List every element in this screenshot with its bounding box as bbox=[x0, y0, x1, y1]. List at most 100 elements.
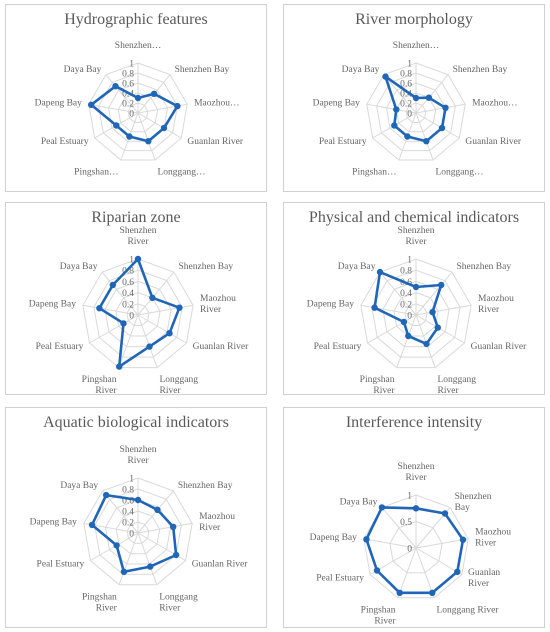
category-label: Peal Estuary bbox=[314, 342, 362, 352]
data-point bbox=[116, 363, 123, 370]
tick-label: 0.6 bbox=[122, 278, 134, 288]
radar-chart-interference: 0 0.5 1 Shenzhen River Shenzhen Bay Maozhou Rive… bbox=[310, 462, 512, 626]
data-point bbox=[438, 124, 446, 132]
grid-ring bbox=[115, 510, 161, 555]
tick-label: 0.2 bbox=[400, 300, 412, 310]
data-point bbox=[112, 83, 119, 90]
chart-panel-morphology: River morphology 0 0.2 0.4 0.6 0.8 1 Shenzhen…… bbox=[283, 4, 545, 192]
data-point bbox=[150, 90, 158, 98]
category-label: Shenzhen Bay bbox=[453, 65, 508, 75]
data-point bbox=[378, 504, 386, 511]
grid-ring bbox=[405, 102, 427, 123]
data-point bbox=[172, 551, 180, 559]
tick-label: 0 bbox=[407, 110, 412, 120]
data-point bbox=[147, 563, 154, 570]
grid-spoke bbox=[379, 271, 417, 316]
data-point bbox=[103, 491, 110, 499]
data-point bbox=[441, 510, 449, 517]
tick-label: 1 bbox=[407, 256, 412, 266]
grid-ring bbox=[382, 280, 450, 348]
grid-spoke bbox=[118, 532, 139, 585]
series-line bbox=[90, 493, 178, 574]
tick-label: 1 bbox=[129, 475, 134, 485]
chart-panel-physchem: Physical and chemical indicators 0 0.2 0.4… bbox=[283, 202, 545, 396]
data-point bbox=[96, 305, 103, 312]
category-label: Peal Estuary bbox=[319, 137, 367, 147]
tick-label: 0 bbox=[129, 530, 134, 540]
grid-spoke bbox=[137, 532, 158, 585]
chart-title: River morphology bbox=[355, 11, 473, 28]
category-label: Pingshan… bbox=[352, 168, 396, 178]
category-label: Peal Estuary bbox=[37, 560, 85, 570]
chart-title: Hydrographic features bbox=[64, 11, 208, 28]
category-label: Shenzhen Bay bbox=[455, 492, 492, 513]
category-label: Maozhou River bbox=[478, 294, 514, 315]
data-point bbox=[459, 536, 467, 543]
grid-spoke bbox=[82, 304, 139, 316]
data-point bbox=[126, 133, 133, 140]
category-label: Shenzhen… bbox=[393, 41, 439, 51]
grid-spoke bbox=[415, 103, 466, 114]
data-point bbox=[363, 536, 370, 543]
grid-spoke bbox=[366, 103, 417, 114]
grid-ring bbox=[389, 520, 443, 574]
grid-spoke bbox=[102, 490, 139, 534]
category-label: Pingshan River bbox=[82, 375, 118, 396]
category-label: Shenzhen Bay bbox=[178, 481, 233, 491]
category-label: Peal Estuary bbox=[36, 342, 84, 352]
tick-label: 1 bbox=[129, 256, 134, 266]
grid-ring bbox=[117, 92, 159, 133]
tick-label: 0.8 bbox=[400, 70, 412, 80]
category-label: Longgang River bbox=[159, 592, 198, 613]
category-label: Dapeng Bay bbox=[35, 99, 82, 109]
radar-chart-aquatic: 00.20.40.60.81 Shenzhen River Shenzhen Bay M… bbox=[30, 445, 249, 613]
tick-label: 0.4 bbox=[122, 508, 134, 518]
grid-spoke bbox=[137, 314, 158, 368]
data-point bbox=[404, 133, 411, 140]
category-label: Dapeng Bay bbox=[30, 518, 77, 528]
data-point bbox=[88, 101, 95, 109]
tick-label: 0.4 bbox=[400, 90, 412, 100]
tick-label: 1 bbox=[407, 492, 412, 502]
chart-panel-aquatic: Aquatic biological indicators 0 0.2 0.4 0.6… bbox=[5, 407, 267, 628]
grid-spoke bbox=[415, 271, 453, 316]
category-label: Guanlan River bbox=[193, 342, 250, 352]
tick-label: 0 bbox=[407, 545, 412, 555]
category-label: Shenzhen Bay bbox=[175, 65, 230, 75]
grid-ring bbox=[93, 269, 183, 358]
grid-spoke bbox=[137, 522, 193, 534]
category-label: Guanlan River bbox=[468, 568, 500, 589]
category-label: Maozhou… bbox=[194, 99, 239, 109]
grid-spoke bbox=[105, 74, 139, 114]
data-point bbox=[396, 589, 403, 596]
data-point bbox=[442, 104, 449, 112]
series-line bbox=[384, 75, 447, 143]
category-label: Shenzhen River bbox=[120, 445, 157, 466]
data-point bbox=[429, 308, 436, 316]
tick-label: 0.2 bbox=[400, 100, 412, 110]
tick-label: 0.4 bbox=[122, 289, 134, 299]
data-point bbox=[371, 304, 378, 311]
category-label: Daya Bay bbox=[60, 481, 98, 491]
series-line bbox=[89, 84, 179, 143]
data-point bbox=[412, 505, 420, 512]
data-point bbox=[393, 106, 400, 113]
tick-label: 1 bbox=[129, 60, 134, 70]
category-label: Guanlan River bbox=[465, 137, 522, 147]
data-point bbox=[376, 268, 384, 276]
tick-label: 0.2 bbox=[122, 300, 134, 310]
tick-label: 0.4 bbox=[122, 90, 134, 100]
data-point bbox=[391, 122, 398, 129]
data-point bbox=[134, 496, 142, 504]
tick-label: 0.6 bbox=[122, 497, 134, 507]
category-label: Dapeng Bay bbox=[29, 300, 76, 310]
grid-ring bbox=[126, 521, 150, 544]
series-line bbox=[98, 257, 181, 368]
category-label: Maozhou River bbox=[200, 294, 236, 315]
grid-ring bbox=[82, 258, 194, 369]
grid-ring bbox=[371, 269, 461, 358]
data-point bbox=[176, 304, 183, 311]
grid-ring bbox=[88, 62, 188, 161]
data-point bbox=[109, 281, 117, 289]
category-label: Peal Estuary bbox=[316, 574, 364, 584]
